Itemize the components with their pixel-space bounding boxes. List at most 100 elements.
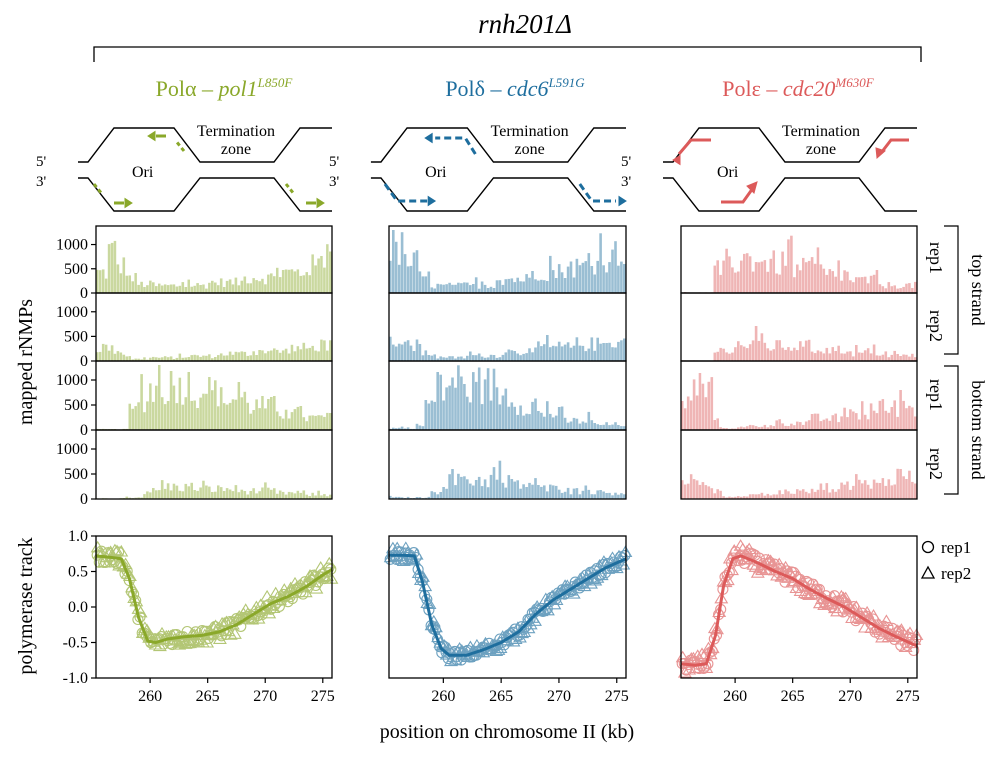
bar (557, 407, 561, 430)
bar (760, 333, 764, 361)
bar (205, 485, 208, 499)
bar (713, 265, 716, 293)
bar (528, 482, 531, 499)
bar (602, 424, 605, 430)
bar (193, 285, 196, 293)
bar (743, 346, 746, 361)
bar (878, 355, 882, 361)
bar (228, 402, 232, 430)
leading-bottom (721, 187, 755, 204)
bar (825, 274, 829, 293)
bar (214, 357, 217, 361)
bar (510, 278, 514, 293)
histogram-pold-bottom_rep2 (388, 429, 627, 500)
bar (760, 492, 764, 499)
bar (822, 268, 826, 293)
bar (549, 347, 552, 361)
bar (522, 353, 525, 361)
legend-rep1-label: rep1 (941, 538, 971, 557)
bar (769, 350, 773, 361)
bar (305, 348, 308, 361)
bar (433, 401, 436, 430)
bar (326, 244, 329, 293)
bar (486, 368, 490, 430)
bar (722, 260, 725, 293)
bar (554, 278, 558, 293)
bar (302, 342, 306, 361)
bar (837, 260, 840, 293)
bar (225, 404, 229, 430)
bar (409, 265, 413, 293)
point-rep2 (894, 623, 909, 635)
bar (617, 265, 620, 293)
ytick-label: 1000 (56, 372, 88, 389)
bar (790, 423, 793, 430)
bar (270, 397, 273, 430)
bar (725, 497, 728, 499)
bar (240, 280, 244, 293)
ytick-label: 0 (80, 285, 88, 302)
bar (793, 347, 796, 361)
bar (394, 428, 398, 430)
bar (863, 480, 867, 499)
bar (175, 286, 179, 293)
bar (237, 352, 241, 361)
bar (172, 284, 176, 293)
bar (463, 358, 466, 361)
bar (460, 476, 463, 499)
bar (158, 490, 161, 499)
bar (692, 379, 696, 430)
bar (400, 426, 404, 430)
bar (317, 351, 320, 361)
ytick-label: 500 (64, 397, 88, 414)
rnmp-histograms: 0 500 1000 0 500 1000 0 500 1000 0 500 1000 (56, 225, 918, 508)
bar (893, 400, 896, 430)
bar (445, 357, 448, 361)
bar (329, 251, 332, 293)
bar (486, 487, 490, 499)
bar (804, 262, 808, 293)
bar (477, 288, 481, 293)
track-pola: 260 265 270 275 -1.0 -0.5 0.0 0.5 1.0 (63, 528, 339, 705)
bar (769, 258, 773, 293)
bar (596, 490, 599, 499)
bar (160, 285, 164, 293)
histogram-frame (388, 429, 627, 500)
ytick-label: 1.0 (68, 528, 88, 545)
bar (560, 406, 564, 430)
point-rep2 (778, 560, 793, 573)
bar (169, 356, 173, 361)
bar (193, 400, 196, 430)
bar (866, 348, 870, 361)
bar (267, 487, 270, 499)
bar (252, 351, 255, 361)
bar (433, 354, 436, 361)
bar (225, 280, 229, 293)
bar (781, 494, 784, 499)
bar (884, 485, 888, 499)
bar (424, 276, 428, 293)
point-rep1 (406, 551, 418, 563)
bar (849, 280, 852, 293)
track-pole: 260 265 270 275 (675, 535, 924, 705)
bar (320, 495, 323, 499)
bar (554, 415, 558, 430)
bar (587, 348, 591, 361)
point-rep2 (718, 575, 733, 588)
bar (828, 269, 832, 293)
bar (466, 355, 469, 361)
bar (205, 355, 208, 361)
bar (861, 277, 864, 293)
bar (787, 347, 790, 361)
bar (436, 372, 439, 430)
bar (119, 352, 123, 361)
bar (181, 357, 185, 361)
bar (519, 355, 522, 361)
bar (543, 416, 546, 430)
bar (217, 285, 220, 293)
bar (605, 422, 608, 430)
bar (317, 415, 320, 430)
bar (172, 385, 176, 430)
bar (305, 494, 308, 499)
bar (781, 251, 784, 293)
